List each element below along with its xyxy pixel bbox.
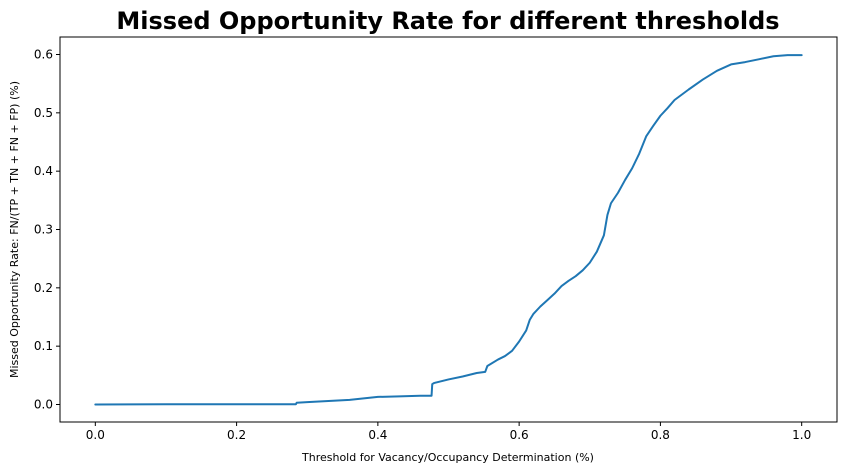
series-line-1 [94,54,803,406]
plot-frame [59,36,838,423]
x-tick-label: 0.2 [227,428,246,442]
y-tick-label: 0.5 [34,106,53,120]
y-tick-label: 0.6 [34,48,53,62]
series-group [94,54,803,406]
y-tick-label: 0.4 [34,164,53,178]
y-tick-label: 0.0 [34,398,53,412]
x-tick-label: 0.8 [651,428,670,442]
y-tick-label: 0.3 [34,223,53,237]
y-axis-ticks: 0.0 0.1 0.2 0.3 0.4 0.5 0.6 [34,48,60,412]
x-axis-ticks: 0.0 0.2 0.4 0.6 0.8 1.0 [86,422,811,442]
y-tick-label: 0.2 [34,281,53,295]
y-tick-label: 0.1 [34,339,53,353]
y-axis-label: Missed Opportunity Rate: FN/(TP + TN + F… [8,81,21,378]
x-tick-label: 1.0 [792,428,811,442]
chart-title: Missed Opportunity Rate for different th… [116,7,779,35]
x-tick-label: 0.0 [86,428,105,442]
x-tick-label: 0.6 [510,428,529,442]
x-tick-label: 0.4 [368,428,387,442]
x-axis-label: Threshold for Vacancy/Occupancy Determin… [301,451,594,464]
